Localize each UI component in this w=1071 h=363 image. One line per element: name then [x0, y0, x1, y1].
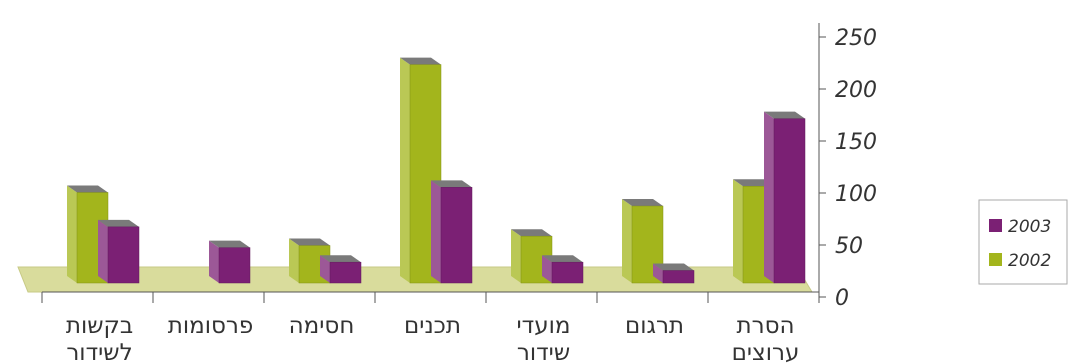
- legend-label-2002: 2002: [1008, 251, 1051, 271]
- legend-label-2003: 2003: [1008, 217, 1051, 237]
- bar-2003-1: [653, 263, 695, 284]
- legend: 2003 2002: [978, 199, 1068, 285]
- bar-top: [400, 57, 441, 65]
- bar-top: [542, 255, 583, 263]
- bar-top: [431, 180, 472, 188]
- bar-side: [542, 255, 552, 283]
- bar-side: [431, 180, 441, 283]
- y-tick-label: 50: [835, 234, 863, 259]
- bar-side: [653, 263, 663, 283]
- bar-side: [733, 179, 743, 283]
- bar-side: [98, 219, 108, 283]
- category-label: חסימה: [289, 313, 355, 339]
- category-label: הסרת: [736, 313, 794, 339]
- bar-top: [764, 111, 805, 119]
- bar-front: [773, 118, 806, 284]
- bar-side: [289, 238, 299, 283]
- bar-side: [320, 255, 330, 283]
- bar-top: [289, 238, 330, 246]
- bar-side: [764, 111, 774, 284]
- bar-top: [622, 199, 663, 207]
- bar-top: [320, 255, 361, 263]
- bar-front: [107, 226, 140, 284]
- bar-2003-6: [98, 219, 140, 284]
- bar-top: [653, 263, 694, 271]
- legend-swatch-2002: [989, 253, 1002, 266]
- category-label: פרסומות: [168, 313, 254, 339]
- y-tick-label: 200: [835, 78, 877, 103]
- y-tick-label: 100: [835, 182, 877, 207]
- bar-side: [209, 240, 219, 283]
- bars: [67, 57, 806, 284]
- category-label: תרגום: [625, 313, 684, 339]
- bar-top: [209, 240, 250, 248]
- y-tick-label: 0: [835, 286, 849, 311]
- bar-2003-0: [764, 111, 806, 284]
- category-label: ערוצים: [732, 340, 800, 363]
- category-label: שידור: [517, 340, 570, 363]
- bar-front: [218, 247, 251, 284]
- category-label: בקשות: [66, 313, 133, 339]
- bar-2002-1: [622, 199, 664, 284]
- bar-2003-4: [320, 255, 362, 284]
- legend-box: [978, 199, 1068, 285]
- bar-side: [511, 229, 521, 283]
- legend-swatch-2003: [989, 219, 1002, 232]
- bar-side: [400, 57, 410, 283]
- bar-2003-2: [542, 255, 584, 284]
- bar-side: [622, 199, 632, 283]
- category-label: תכנים: [404, 313, 461, 339]
- bar-side: [67, 185, 77, 283]
- bar-2003-5: [209, 240, 251, 284]
- bar-top: [98, 219, 139, 227]
- bar-2003-3: [431, 180, 473, 284]
- bar-front: [662, 270, 695, 284]
- y-tick-label: 250: [835, 26, 877, 51]
- bar-front: [440, 187, 473, 284]
- bar-top: [733, 179, 774, 187]
- category-label: מועדי: [517, 313, 571, 339]
- axes: 0 50 100 150 200 250: [41, 23, 877, 311]
- bar-front: [329, 261, 362, 284]
- y-tick-label: 150: [835, 130, 877, 155]
- category-label: לשידור: [66, 340, 132, 363]
- bar-top: [67, 185, 108, 193]
- bar-front: [551, 261, 584, 284]
- bar-top: [511, 229, 552, 237]
